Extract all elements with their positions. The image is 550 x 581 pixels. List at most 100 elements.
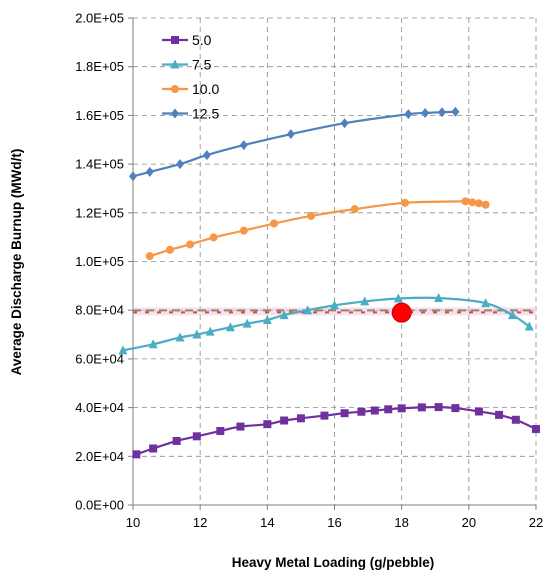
series-7-5-point: [192, 329, 202, 339]
axis-layer: 0.0E+00 2.0E+04 4.0E+04 6.0E+04 8.0E+04 1.0E+…: [75, 11, 543, 531]
series-10-0-point: [209, 233, 218, 242]
series-5-0-point: [236, 422, 245, 431]
series-10-0-point: [350, 205, 359, 214]
series-5-0-point: [296, 414, 305, 423]
series-5-0-point: [451, 404, 460, 413]
legend-item-5-0: 5.0: [162, 32, 212, 48]
series-12-5: [129, 106, 460, 182]
series-5-0-point: [397, 404, 406, 413]
series-5-0-point: [280, 416, 289, 425]
series-10-0-point: [474, 199, 483, 208]
series-5-0-line: [135, 405, 537, 456]
series-5-0: [132, 403, 540, 459]
series-5-0-point: [149, 444, 158, 453]
x-axis-title: Heavy Metal Loading (g/pebble): [232, 555, 435, 570]
x-tick-label: 18: [394, 515, 408, 530]
series-7-5-point: [205, 326, 215, 336]
series-7-5-point: [225, 322, 235, 332]
series-5-0-point: [417, 403, 426, 412]
series-12-5-point: [451, 106, 460, 117]
y-tick-label: 2.0E+04: [75, 449, 124, 464]
series-5-0-point: [370, 406, 379, 415]
series-5-0-point: [532, 425, 540, 434]
y-tick-label: 0.0E+00: [75, 498, 124, 513]
legend-item-10-0-marker: [171, 85, 179, 93]
series-12-5-point: [239, 140, 248, 151]
series-5-0-point: [384, 405, 393, 414]
series-5-0-point: [192, 432, 201, 441]
series-10-0-point: [145, 252, 154, 261]
series-12-5-point: [404, 109, 413, 120]
y-tick-label: 1.6E+05: [75, 108, 124, 123]
series-12-5-point: [286, 129, 295, 140]
legend-item-5-0-label: 5.0: [192, 32, 212, 48]
y-tick-label: 8.0E+04: [75, 303, 124, 318]
y-tick-label: 1.8E+05: [75, 59, 124, 74]
series-7-5-point: [393, 293, 403, 303]
series-5-0-point: [474, 407, 483, 416]
series-10-0-point: [481, 200, 490, 209]
series-12-5-point: [340, 118, 349, 129]
series-5-0-point: [495, 410, 504, 419]
legend-item-12-5-label: 12.5: [192, 106, 219, 122]
y-tick-label: 1.2E+05: [75, 205, 124, 220]
series-5-0-point: [216, 426, 225, 435]
legend-item-12-5: 12.5: [162, 106, 219, 122]
series-7-5-point: [175, 332, 185, 342]
series-7-5-point: [507, 310, 517, 320]
series-layer: [118, 106, 540, 459]
series-7-5-point: [148, 339, 158, 349]
series-7-5-point: [242, 318, 252, 328]
series-5-0-point: [263, 420, 272, 429]
series-12-5-point: [145, 166, 154, 177]
legend-item-5-0-marker: [171, 36, 179, 44]
series-7-5-point: [279, 310, 289, 320]
series-5-0-point: [511, 415, 520, 424]
x-tick-label: 14: [260, 515, 274, 530]
y-tick-label: 6.0E+04: [75, 351, 124, 366]
series-10-0-point: [468, 198, 477, 207]
series-7-5-point: [330, 300, 339, 310]
series-5-0-point: [320, 411, 329, 420]
legend-item-12-5-marker: [171, 108, 179, 119]
series-7-5: [118, 293, 534, 355]
x-tick-label: 22: [529, 515, 543, 530]
x-tick-label: 16: [327, 515, 341, 530]
series-5-0-point: [357, 407, 366, 416]
series-7-5-point: [434, 293, 444, 303]
series-7-5-point: [262, 314, 272, 324]
series-12-5-point: [202, 150, 211, 161]
highlight-point: [391, 302, 412, 323]
y-tick-label: 1.0E+05: [75, 254, 124, 269]
series-5-0-point: [132, 450, 141, 459]
series-10-0-point: [270, 219, 279, 228]
series-5-0-point: [340, 409, 349, 418]
y-axis-title: Average Discharge Burnup (MWd/t): [9, 149, 24, 376]
series-5-0-point: [434, 403, 443, 412]
legend-item-7-5: 7.5: [162, 57, 212, 73]
series-7-5-point: [303, 305, 313, 315]
series-7-5-point: [360, 296, 370, 306]
series-10-0-point: [186, 240, 195, 249]
series-10-0-point: [306, 211, 315, 220]
series-12-5-point: [437, 107, 446, 118]
series-10-0-point: [165, 245, 174, 254]
legend: 5.0 7.5 10.0 12.5: [162, 32, 219, 122]
series-10-0-point: [401, 198, 410, 207]
legend-item-7-5-label: 7.5: [192, 57, 212, 73]
series-10-0-point: [461, 197, 470, 206]
series-10-0: [145, 197, 490, 261]
series-12-5-point: [176, 159, 185, 170]
x-tick-label: 20: [462, 515, 476, 530]
series-7-5-point: [524, 321, 534, 331]
series-12-5-point: [421, 107, 430, 118]
y-tick-label: 4.0E+04: [75, 400, 124, 415]
series-7-5-point: [118, 345, 128, 355]
reference-lines: [133, 307, 536, 316]
y-tick-label: 1.4E+05: [75, 157, 124, 172]
series-7-5-point: [481, 298, 491, 308]
legend-item-7-5-marker: [170, 59, 180, 69]
